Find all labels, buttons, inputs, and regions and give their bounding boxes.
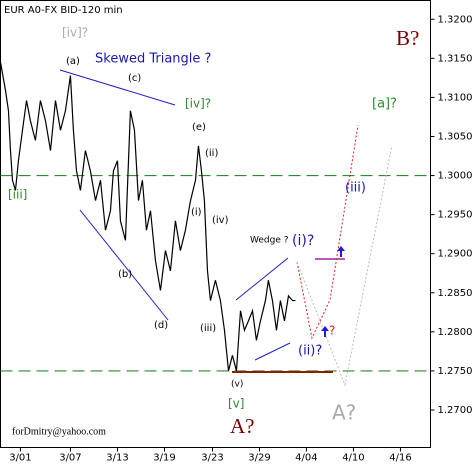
y-tick-label: 1.3100 [438,92,473,103]
annotation: (ii) [205,148,218,159]
annotation: (b) [118,269,132,280]
trend-line [79,209,169,321]
x-tick-label: 3/29 [248,453,270,464]
annotation: A? [332,401,356,425]
arrow-icon [337,246,345,257]
trend-line [254,342,291,361]
chart-title: EUR A0-FX BID-120 min [4,5,123,16]
y-tick-label: 1.3150 [438,53,473,64]
y-tick-label: 1.2700 [438,405,473,416]
annotation: (a) [66,56,80,67]
annotation: A? [230,414,255,438]
arrow-icon [321,326,329,337]
annotation: Skewed Triangle ? [95,52,211,67]
annotation: [v] [228,397,244,411]
annotation: (c) [128,73,141,84]
annotation: [iv]? [185,97,211,111]
y-tick-label: 1.2800 [438,327,473,338]
y-tick-label: 1.2950 [438,210,473,221]
wave-overlay [59,69,393,387]
y-tick-label: 1.2750 [438,366,473,377]
annotation: [a]? [372,97,397,112]
annotation: (ii)? [298,344,322,359]
projection [296,124,359,340]
y-tick-label: 1.2900 [438,249,473,260]
x-tick-label: 3/07 [59,453,81,464]
y-tick-label: 1.2850 [438,288,473,299]
x-tick-label: 3/23 [201,453,223,464]
annotation: (e) [192,122,206,133]
price-line [0,62,296,372]
annotation: (i)? [292,233,314,249]
annotation: [iv]? [62,26,88,40]
projection [296,144,393,387]
annotation: ? [329,324,335,338]
watermark: forDmitry@yahoo.com [12,426,106,437]
y-tick-label: 1.3000 [438,171,473,182]
trend-line [235,257,289,301]
annotation: (i) [191,207,202,218]
annotation: (iii) [345,181,366,196]
x-tick-label: 4/10 [342,453,364,464]
trend-line [59,69,176,106]
x-tick-label: 3/19 [153,453,175,464]
annotation: B? [396,26,419,50]
x-tick-label: 4/16 [389,453,411,464]
plot-frame [0,0,431,448]
x-tick-label: 4/04 [295,453,317,464]
annotation: (d) [154,320,168,331]
y-tick-label: 1.3200 [438,14,473,25]
annotation: (iii) [200,323,216,334]
x-tick-label: 3/13 [106,453,128,464]
y-tick-label: 1.3050 [438,131,473,142]
annotation: (iv) [212,215,229,226]
annotation: [iii] [8,188,27,202]
annotation: (v) [231,380,243,390]
annotation: Wedge ? [250,236,289,246]
x-tick-label: 3/01 [9,453,31,464]
